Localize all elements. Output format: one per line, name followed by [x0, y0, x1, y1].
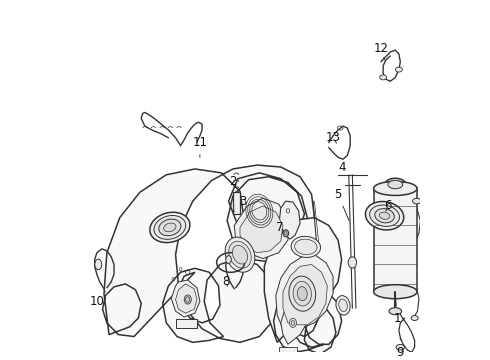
- Text: 2: 2: [229, 175, 237, 192]
- PathPatch shape: [233, 192, 240, 214]
- Ellipse shape: [184, 295, 191, 304]
- PathPatch shape: [281, 305, 306, 344]
- Ellipse shape: [375, 208, 394, 223]
- Ellipse shape: [297, 287, 307, 301]
- Ellipse shape: [229, 241, 251, 268]
- Text: 4: 4: [338, 161, 349, 179]
- Ellipse shape: [369, 205, 399, 226]
- Ellipse shape: [226, 256, 231, 264]
- Ellipse shape: [339, 299, 347, 312]
- Ellipse shape: [348, 257, 357, 268]
- Ellipse shape: [396, 345, 405, 350]
- Ellipse shape: [154, 216, 186, 239]
- Text: 11: 11: [193, 136, 207, 157]
- Ellipse shape: [395, 67, 402, 72]
- Text: 9: 9: [396, 337, 404, 359]
- Ellipse shape: [159, 219, 181, 236]
- Ellipse shape: [95, 259, 102, 270]
- PathPatch shape: [172, 280, 200, 317]
- Text: 13: 13: [325, 131, 341, 144]
- Polygon shape: [283, 265, 327, 325]
- Ellipse shape: [373, 285, 417, 299]
- Ellipse shape: [373, 181, 417, 195]
- Ellipse shape: [150, 212, 190, 243]
- Polygon shape: [264, 218, 342, 354]
- Ellipse shape: [388, 180, 403, 189]
- Ellipse shape: [291, 236, 320, 257]
- Text: 3: 3: [235, 195, 246, 212]
- Ellipse shape: [385, 178, 406, 191]
- Polygon shape: [279, 347, 297, 354]
- PathPatch shape: [374, 188, 417, 292]
- Ellipse shape: [290, 318, 296, 328]
- Text: 1: 1: [393, 298, 401, 324]
- Text: 5: 5: [334, 188, 349, 221]
- Text: 10: 10: [89, 292, 105, 308]
- Ellipse shape: [294, 239, 317, 255]
- PathPatch shape: [175, 284, 197, 313]
- Text: 7: 7: [276, 221, 284, 234]
- Ellipse shape: [411, 316, 418, 320]
- Text: 8: 8: [222, 275, 229, 288]
- Ellipse shape: [389, 308, 402, 315]
- Ellipse shape: [366, 202, 404, 230]
- Ellipse shape: [232, 245, 247, 264]
- Text: 12: 12: [373, 42, 389, 60]
- Ellipse shape: [284, 231, 287, 235]
- Polygon shape: [175, 319, 197, 328]
- Text: 6: 6: [384, 199, 392, 212]
- Polygon shape: [276, 255, 333, 333]
- Ellipse shape: [164, 223, 176, 232]
- Ellipse shape: [291, 320, 294, 325]
- Polygon shape: [279, 201, 300, 239]
- Ellipse shape: [336, 296, 350, 315]
- Polygon shape: [234, 198, 289, 258]
- Ellipse shape: [289, 276, 316, 311]
- Ellipse shape: [186, 297, 190, 302]
- Ellipse shape: [413, 198, 421, 204]
- Polygon shape: [102, 165, 315, 342]
- Ellipse shape: [293, 282, 312, 306]
- Ellipse shape: [283, 230, 289, 237]
- Ellipse shape: [225, 237, 255, 272]
- Ellipse shape: [379, 212, 390, 219]
- Ellipse shape: [380, 75, 387, 80]
- Polygon shape: [240, 206, 283, 253]
